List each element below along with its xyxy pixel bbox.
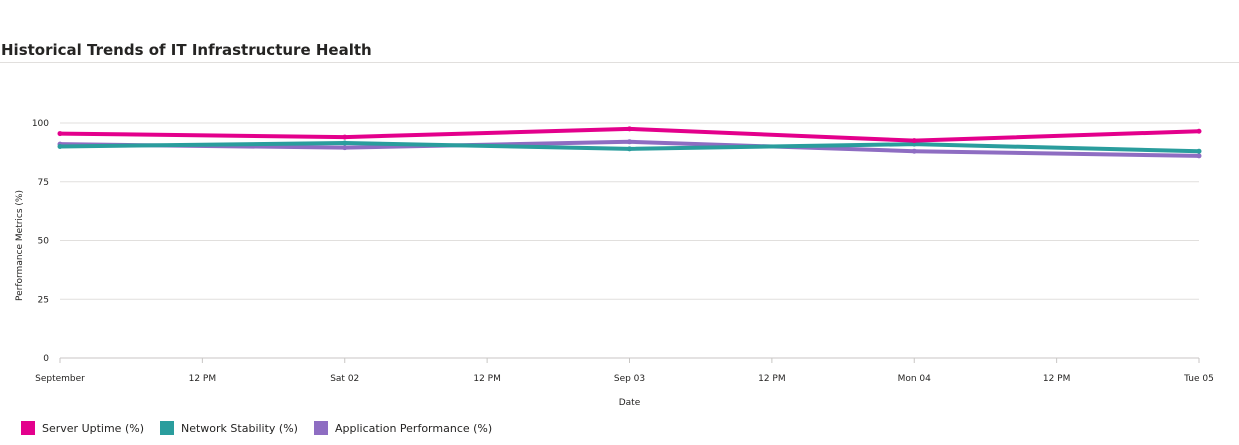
legend: Server Uptime (%) Network Stability (%) Ap… [21, 421, 508, 435]
data-point[interactable] [1196, 148, 1202, 154]
y-axis-ticks: 0 25 50 75 100 [32, 119, 49, 364]
data-point[interactable] [342, 145, 348, 151]
x-tick-label: Sat 02 [330, 374, 359, 384]
legend-swatch [313, 421, 328, 435]
data-point[interactable] [57, 131, 63, 137]
legend-item[interactable]: Network Stability (%) [160, 421, 298, 435]
x-tick-label: 12 PM [758, 374, 786, 384]
chart-title: Historical Trends of IT Infrastructure H… [1, 41, 372, 59]
y-tick-label: 100 [32, 119, 49, 129]
data-point[interactable] [911, 141, 917, 147]
data-point[interactable] [911, 148, 917, 154]
legend-swatch [21, 421, 35, 435]
gridlines [60, 122, 1199, 359]
data-point[interactable] [342, 140, 348, 146]
data-point[interactable] [342, 134, 348, 140]
x-tick-label: 12 PM [1043, 374, 1071, 384]
x-axis-label: Date [619, 398, 641, 408]
x-tick-label: Sep 03 [614, 374, 645, 384]
data-point[interactable] [627, 126, 632, 132]
line-chart[interactable]: 0 25 50 75 100 September 12 PM Sat 02 12 PM Sep … [0, 0, 1239, 420]
legend-label: Network Stability (%) [181, 421, 298, 435]
y-tick-label: 25 [38, 295, 49, 305]
y-axis-label: Performance Metrics (%) [15, 190, 25, 301]
x-tick-label: 12 PM [189, 374, 217, 384]
data-point[interactable] [1196, 153, 1202, 159]
legend-item[interactable]: Application Performance (%) [313, 421, 493, 435]
data-point[interactable] [911, 138, 917, 144]
x-tick-label: Mon 04 [898, 374, 932, 384]
x-tick-label: September [35, 374, 85, 384]
series-lines [57, 126, 1202, 159]
y-tick-label: 75 [38, 178, 49, 188]
legend-swatch [160, 421, 174, 435]
x-axis: September 12 PM Sat 02 12 PM Sep 03 12 PM Mon … [35, 358, 1214, 384]
legend-item[interactable]: Server Uptime (%) [21, 421, 144, 435]
y-tick-label: 0 [43, 354, 49, 364]
data-point[interactable] [627, 139, 632, 145]
data-point[interactable] [627, 146, 632, 152]
legend-label: Application Performance (%) [334, 421, 493, 435]
legend-label: Server Uptime (%) [42, 421, 144, 435]
data-point[interactable] [57, 144, 63, 149]
x-tick-label: 12 PM [473, 374, 501, 384]
y-tick-label: 50 [38, 237, 50, 247]
title-divider [0, 62, 1239, 63]
x-tick-label: Tue 05 [1183, 374, 1214, 384]
data-point[interactable] [1196, 128, 1202, 134]
